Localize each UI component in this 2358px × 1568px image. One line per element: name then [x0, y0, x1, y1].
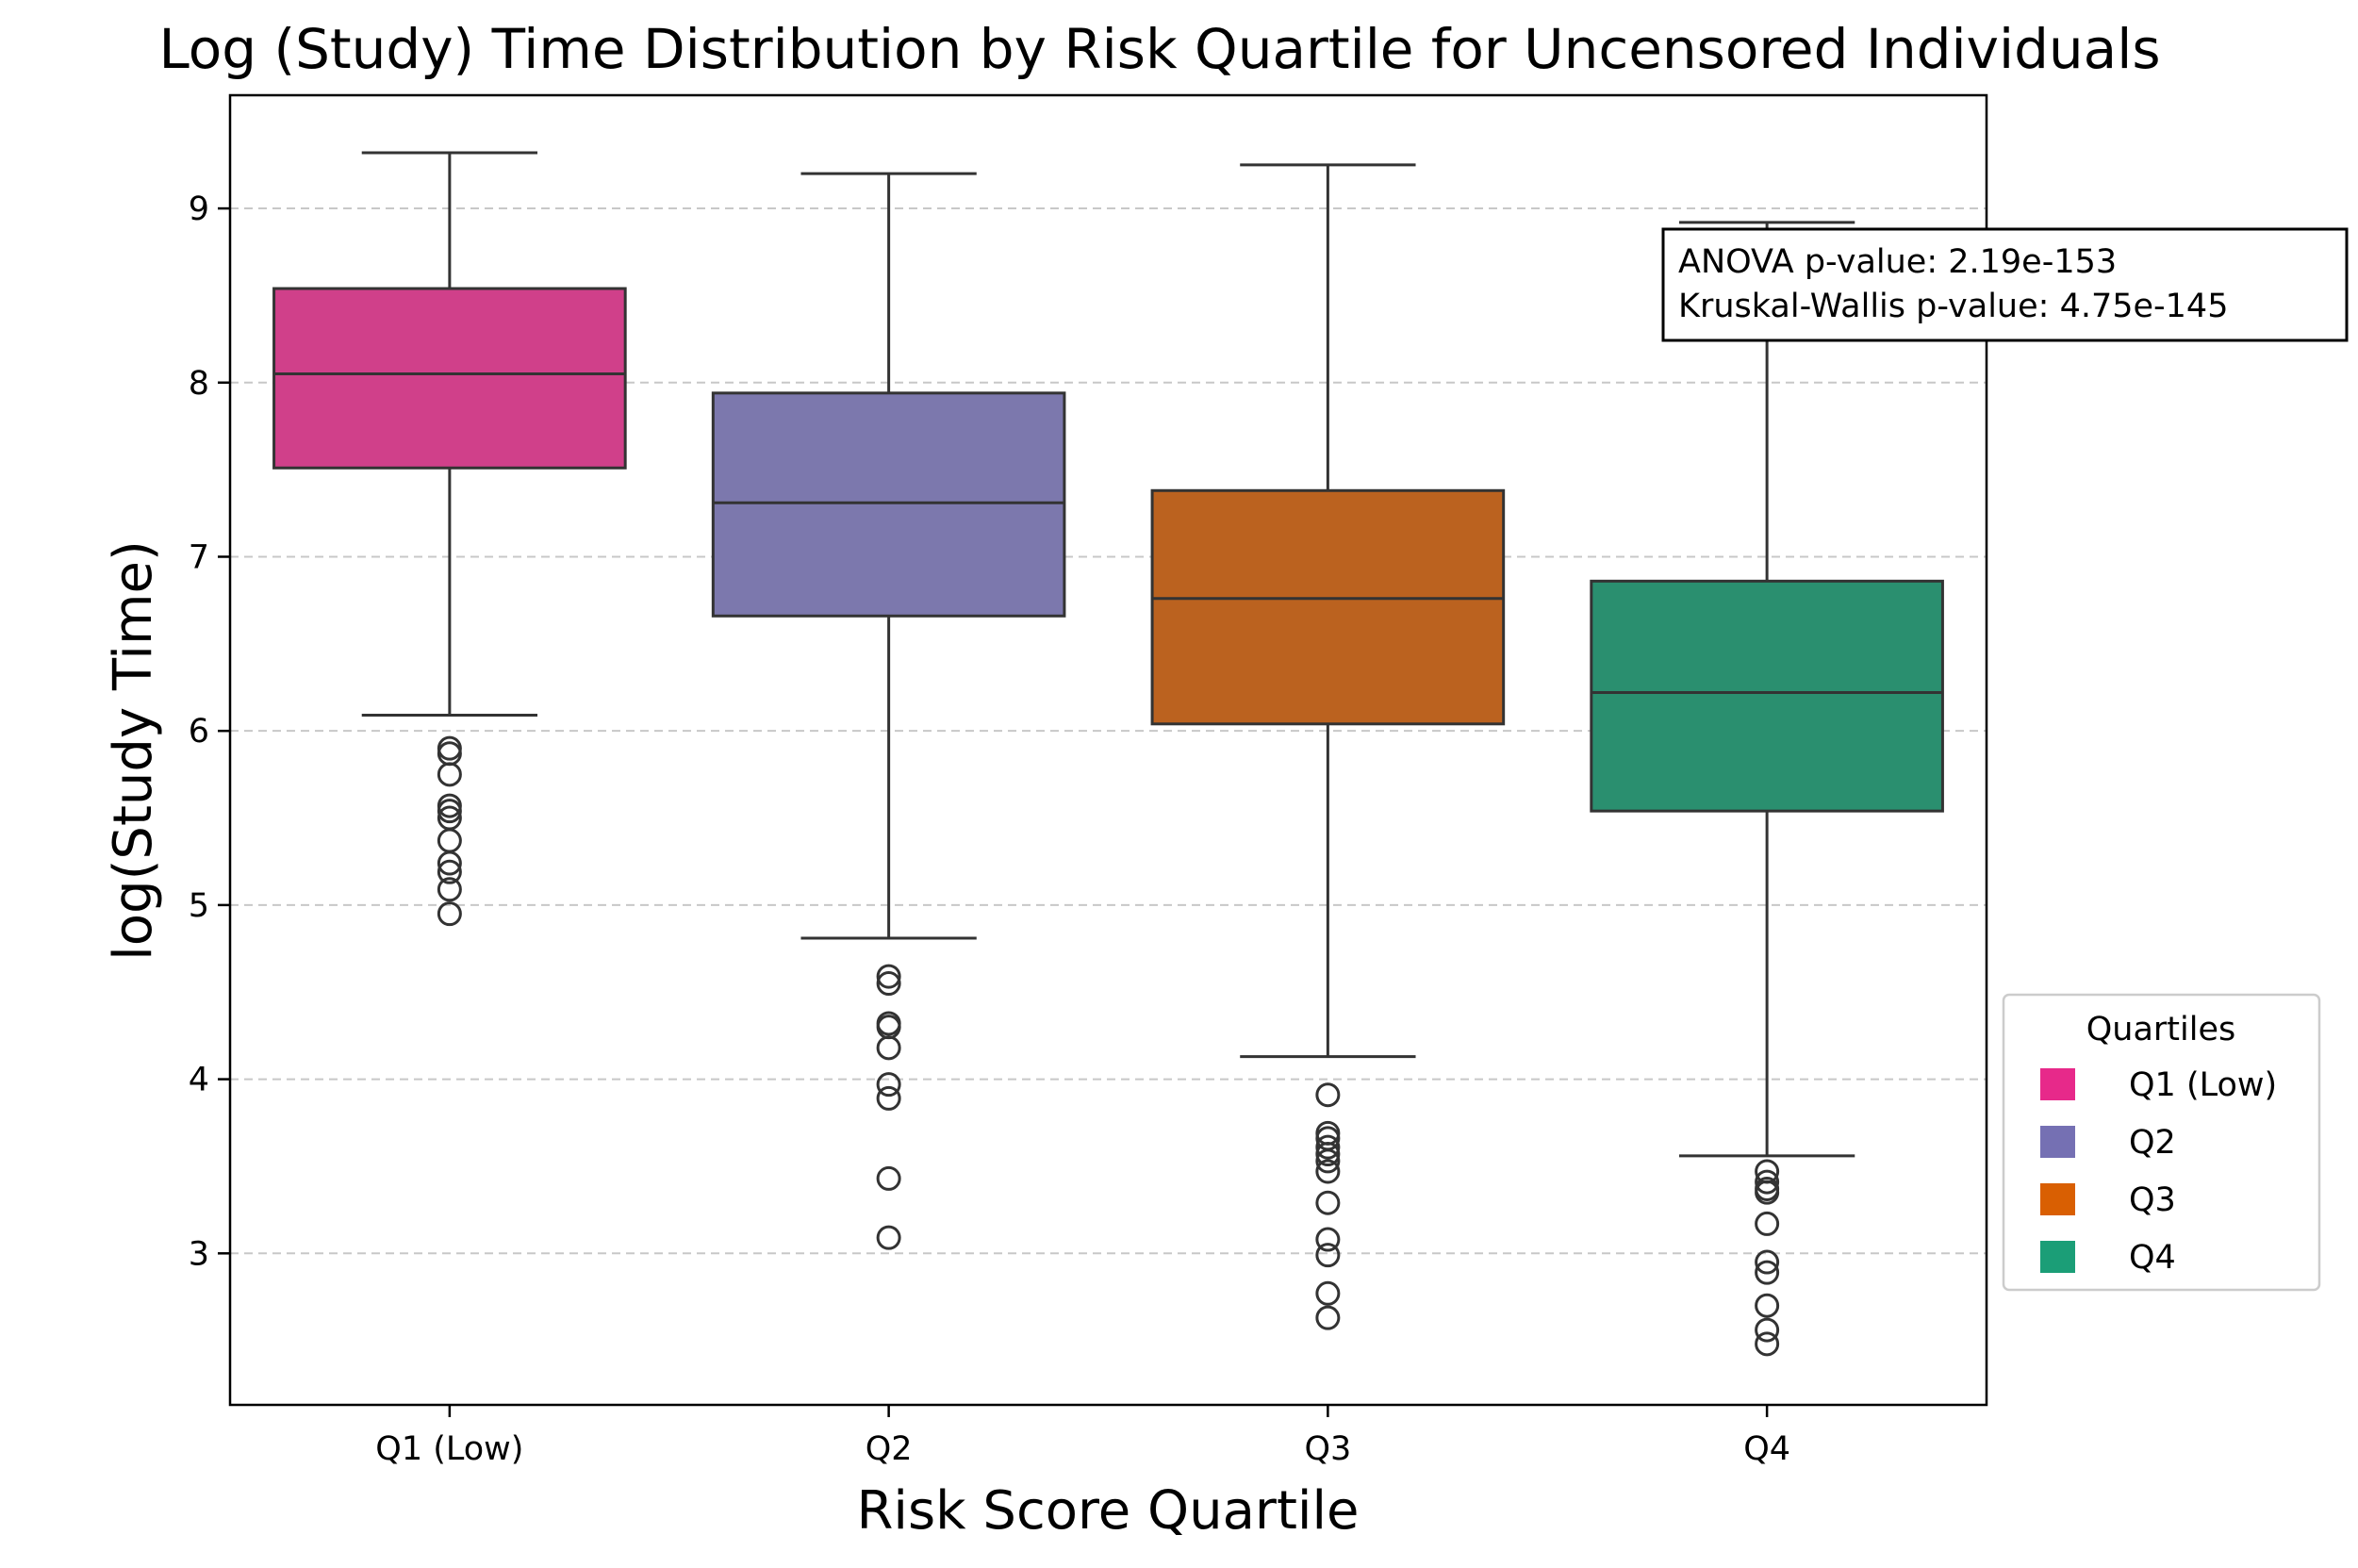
outlier-point-q3-12 — [1315, 1305, 1341, 1330]
outlier-point-q1-2 — [437, 741, 462, 767]
y-tick-label-8: 8 — [189, 365, 209, 403]
outlier-point-q4-8 — [1755, 1293, 1780, 1318]
outlier-point-q1-7 — [437, 828, 462, 853]
y-tick-label-5: 5 — [189, 887, 209, 925]
outlier-point-q1-11 — [437, 901, 462, 927]
kruskal-wallis-p-value: Kruskal-Wallis p-value: 4.75e-145 — [1678, 288, 2228, 325]
outlier-point-q2-6 — [876, 1072, 901, 1098]
outlier-point-q4-5 — [1755, 1211, 1780, 1236]
y-tick-label-9: 9 — [189, 190, 209, 228]
box-group-q2 — [711, 172, 1066, 1250]
outlier-point-q1-1 — [437, 735, 462, 761]
outlier-point-q2-1 — [876, 964, 901, 989]
legend-swatch-q3 — [2040, 1183, 2075, 1215]
legend-swatch-q1 — [2040, 1068, 2075, 1100]
box-q1 — [272, 287, 627, 470]
axis-ticks: 3 4 5 6 7 8 9 Q1 (Low) Q2 Q3 Q4 — [189, 190, 1790, 1468]
legend-label-q1: Q1 (Low) — [2129, 1066, 2277, 1104]
outlier-point-q2-5 — [876, 1035, 901, 1061]
y-tick-label-4: 4 — [189, 1062, 209, 1099]
outlier-point-q4-2 — [1755, 1169, 1780, 1195]
outlier-point-q4-10 — [1755, 1331, 1780, 1357]
plot-area-frame — [228, 93, 1988, 1407]
outlier-point-q1-5 — [437, 799, 462, 824]
boxes — [272, 151, 1944, 1357]
box-q2 — [711, 391, 1066, 618]
y-tick-label-6: 6 — [189, 713, 209, 751]
x-tick-label-4: Q4 — [1743, 1430, 1790, 1468]
stats-annotation-box — [1661, 227, 2349, 342]
x-tick-label-2: Q2 — [866, 1430, 913, 1468]
outlier-point-q4-4 — [1755, 1180, 1780, 1205]
outlier-point-q3-8 — [1315, 1190, 1341, 1215]
y-axis-label: log(Study Time) — [103, 540, 164, 961]
x-axis-label: Risk Score Quartile — [857, 1480, 1360, 1542]
legend-label-q2: Q2 — [2129, 1124, 2176, 1162]
outlier-point-q3-10 — [1315, 1243, 1341, 1268]
outlier-point-q1-8 — [437, 850, 462, 876]
outlier-point-q4-9 — [1755, 1317, 1780, 1343]
outlier-point-q2-9 — [876, 1225, 901, 1250]
outlier-point-q4-6 — [1755, 1249, 1780, 1275]
outlier-point-q4-7 — [1755, 1260, 1780, 1285]
legend-title: Quartiles — [2086, 1011, 2236, 1048]
outlier-point-q1-9 — [437, 859, 462, 884]
outlier-point-q2-8 — [876, 1165, 901, 1191]
anova-p-value: ANOVA p-value: 2.19e-153 — [1678, 243, 2117, 281]
outlier-point-q2-7 — [876, 1085, 901, 1111]
box-group-q3 — [1150, 163, 1506, 1330]
x-tick-label-1: Q1 (Low) — [375, 1430, 523, 1468]
box-q3 — [1150, 488, 1506, 726]
outlier-point-q1-3 — [437, 762, 462, 787]
legend-label-q4: Q4 — [2129, 1239, 2176, 1277]
box-q4 — [1590, 579, 1944, 813]
outlier-point-q3-5 — [1315, 1142, 1341, 1167]
outlier-point-q3-11 — [1315, 1280, 1341, 1306]
legend-label-q3: Q3 — [2129, 1181, 2176, 1219]
outlier-point-q1-10 — [437, 877, 462, 902]
outlier-point-q3-7 — [1315, 1159, 1341, 1184]
y-tick-label-3: 3 — [189, 1235, 209, 1273]
outlier-point-q3-9 — [1315, 1227, 1341, 1252]
box-group-q4 — [1590, 221, 1944, 1357]
outlier-point-q3-4 — [1315, 1134, 1341, 1160]
legend: Quartiles Q1 (Low) Q2 Q3 Q4 — [2002, 993, 2321, 1292]
outlier-point-q3-6 — [1315, 1148, 1341, 1174]
y-tick-label-7: 7 — [189, 538, 209, 576]
stats-annotation: ANOVA p-value: 2.19e-153 Kruskal-Wallis … — [1661, 227, 2349, 342]
chart-title: Log (Study) Time Distribution by Risk Qu… — [158, 17, 2160, 81]
legend-swatch-q4 — [2040, 1241, 2075, 1273]
legend-swatch-q2 — [2040, 1126, 2075, 1158]
outlier-point-q3-1 — [1315, 1082, 1341, 1108]
outlier-point-q2-2 — [876, 971, 901, 997]
x-tick-label-3: Q3 — [1304, 1430, 1351, 1468]
box-group-q1 — [272, 151, 627, 927]
legend-frame — [2002, 993, 2321, 1292]
